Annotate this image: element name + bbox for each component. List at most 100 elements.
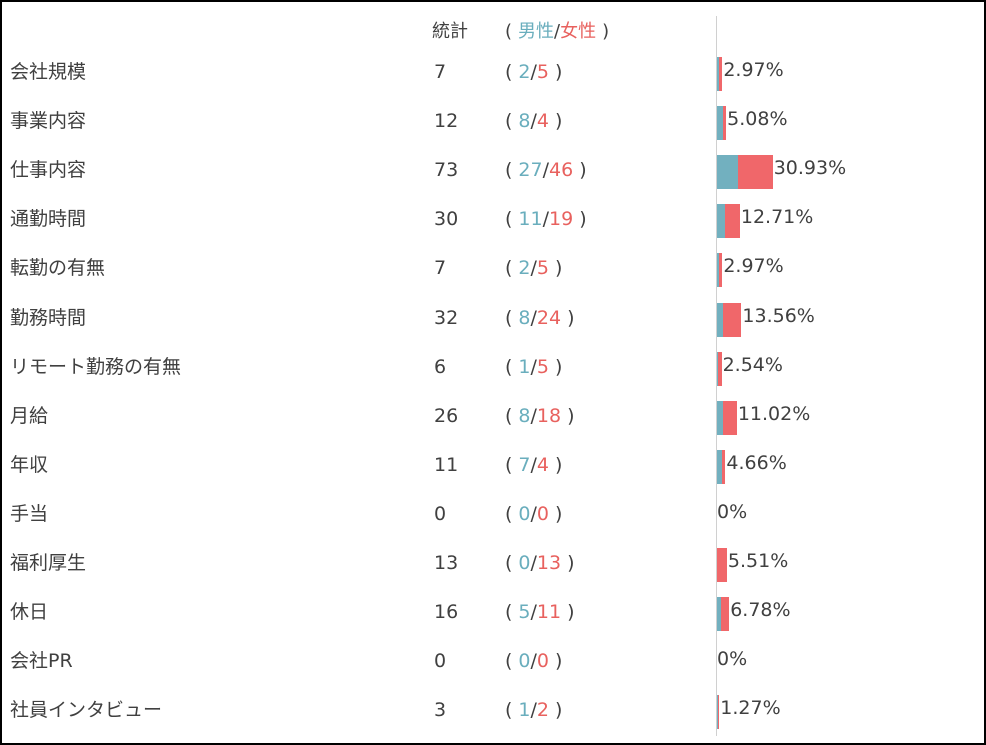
bar-segment-male — [717, 400, 724, 435]
gender-breakdown: (1/2) — [505, 686, 562, 735]
table-row: 転勤の有無 7 (2/5) 2.97% — [2, 244, 984, 293]
gender-breakdown: (0/0) — [505, 637, 562, 686]
male-count: 1 — [518, 355, 531, 378]
bar-segment-male — [717, 302, 724, 337]
male-count: 5 — [518, 601, 531, 624]
female-count: 4 — [536, 110, 550, 133]
slash: / — [542, 159, 550, 182]
header-slash: / — [554, 21, 561, 42]
bar-segment-male — [717, 155, 738, 190]
slash: / — [530, 453, 537, 476]
paren-close: ) — [555, 355, 563, 378]
slash: / — [530, 110, 537, 133]
male-count: 7 — [518, 453, 531, 476]
category-label: 仕事内容 — [10, 159, 87, 182]
slash: / — [530, 502, 537, 525]
male-count: 11 — [518, 208, 543, 231]
paren-close: ) — [555, 110, 563, 133]
category-label: リモート勤務の有無 — [10, 355, 182, 378]
paren-close: ) — [555, 650, 563, 673]
paren-close: ) — [555, 61, 563, 83]
paren-close: ) — [567, 404, 575, 427]
bar-segment-female — [717, 351, 722, 386]
gender-breakdown: (0/0) — [505, 490, 562, 539]
gender-breakdown: (8/4) — [505, 97, 562, 146]
paren-close: ) — [567, 552, 575, 574]
female-count: 19 — [549, 208, 574, 231]
category-label: 会社PR — [10, 650, 73, 673]
gender-breakdown: (7/4) — [505, 441, 562, 490]
table-row: 年収 11 (7/4) 4.66% — [2, 441, 984, 490]
bar-axis-line — [716, 16, 717, 736]
male-count: 0 — [518, 552, 531, 574]
gender-breakdown: (5/11) — [505, 588, 575, 637]
paren-open: ( — [505, 208, 513, 231]
paren-open: ( — [505, 306, 513, 329]
female-count: 5 — [536, 257, 550, 280]
paren-close: ) — [555, 453, 563, 476]
table-row: 月給 26 (8/18) 11.02% — [2, 392, 984, 441]
slash: / — [530, 61, 537, 83]
table-row: 福利厚生 13(0/13) 5.51% — [2, 539, 984, 588]
male-count: 0 — [518, 502, 531, 525]
category-label: 転勤の有無 — [10, 257, 106, 280]
total-count: 73 — [434, 159, 459, 182]
paren-close: ) — [555, 257, 563, 280]
percent-label: 13.56% — [742, 304, 815, 327]
total-count: 12 — [434, 110, 459, 133]
male-count: 27 — [518, 159, 543, 182]
category-label: 勤務時間 — [10, 306, 87, 329]
percent-label: 2.97% — [723, 59, 784, 81]
total-count: 30 — [434, 208, 459, 231]
percent-label: 1.27% — [720, 697, 781, 720]
bar-segment-female — [725, 204, 740, 239]
percent-label: 0% — [717, 648, 748, 671]
gender-breakdown: (8/18) — [505, 392, 575, 441]
bar-segment-female — [718, 253, 723, 288]
header-paren-close: ) — [602, 21, 610, 42]
bar-segment-male — [717, 597, 721, 632]
female-count: 0 — [536, 650, 550, 673]
percent-label: 5.51% — [727, 550, 789, 572]
bar-segment-male — [717, 449, 723, 484]
header-gender-legend: (男性/女性) — [505, 20, 609, 44]
header-male-label: 男性 — [518, 21, 555, 42]
percent-label: 30.93% — [773, 157, 847, 180]
total-count: 11 — [434, 453, 459, 476]
bar-segment-male — [717, 204, 726, 239]
paren-open: ( — [505, 159, 513, 182]
category-label: 通勤時間 — [10, 208, 87, 231]
bar-segment-female — [723, 106, 727, 141]
paren-open: ( — [505, 61, 513, 83]
percent-label: 0% — [717, 500, 748, 523]
paren-close: ) — [555, 699, 563, 722]
total-count: 6 — [434, 355, 447, 378]
gender-breakdown: (27/46) — [505, 146, 587, 195]
total-count: 0 — [434, 502, 447, 525]
total-count: 7 — [434, 61, 447, 83]
paren-close: ) — [567, 601, 575, 624]
bar-segment-female — [723, 302, 742, 337]
bar-segment-female — [737, 155, 773, 190]
female-count: 24 — [536, 306, 562, 329]
gender-breakdown: (1/5) — [505, 343, 562, 392]
female-count: 4 — [536, 453, 550, 476]
header-paren-open: ( — [505, 21, 513, 42]
paren-open: ( — [505, 699, 513, 722]
category-label: 月給 — [10, 404, 49, 427]
header-female-label: 女性 — [560, 21, 597, 42]
bar-segment-female — [717, 548, 727, 582]
paren-open: ( — [505, 453, 513, 476]
percent-label: 4.66% — [726, 451, 787, 474]
category-label: 年収 — [10, 453, 49, 476]
percent-label: 6.78% — [730, 599, 791, 622]
gender-breakdown: (2/5) — [505, 244, 562, 293]
paren-open: ( — [505, 502, 513, 525]
table-row: 会社PR 0(0/0) 0% — [2, 637, 984, 686]
paren-open: ( — [505, 257, 513, 280]
bar-segment-female — [723, 400, 737, 435]
total-count: 32 — [434, 306, 459, 329]
table-row: 仕事内容 73 (27/46) 30.93% — [2, 146, 984, 195]
percent-label: 5.08% — [727, 108, 788, 131]
total-count: 13 — [434, 552, 459, 574]
